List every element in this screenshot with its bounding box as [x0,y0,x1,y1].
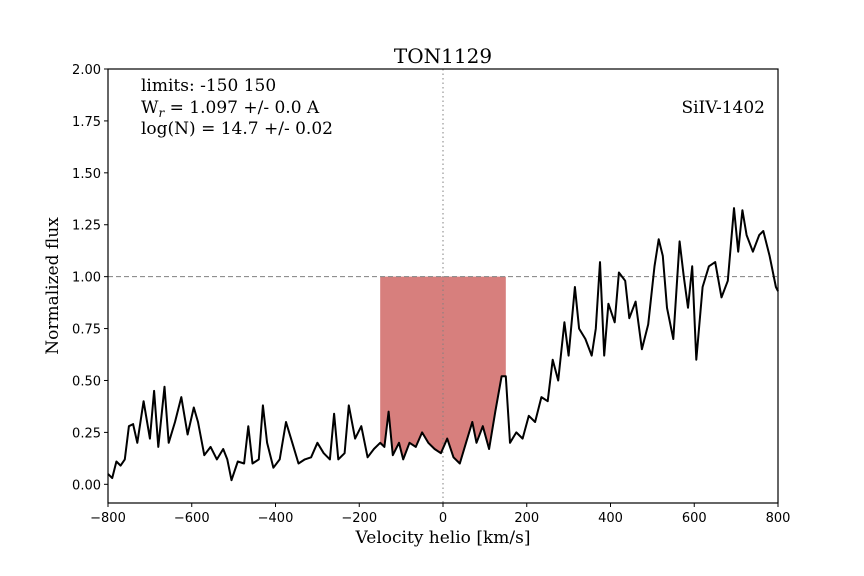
y-tick-label: 0.75 [72,323,101,338]
y-tick-label: 1.00 [72,271,101,286]
y-tick-label: 0.50 [72,374,101,389]
annotation: limits: -150 150 [141,76,276,96]
x-tick-label: 0 [439,511,447,526]
annotation-part: = 1.097 +/- 0.0 A [164,98,320,118]
spectrum-line [107,207,779,482]
annotation: Wr = 1.097 +/- 0.0 A [141,98,320,120]
x-tick-label: 400 [598,511,623,526]
x-tick-label: 200 [514,511,539,526]
y-tick-label: 0.00 [72,478,101,493]
y-tick-label: 1.75 [72,115,101,130]
x-tick-label: −800 [90,511,126,526]
absorption-region [380,276,506,464]
x-tick-label: −400 [258,511,294,526]
x-tick-label: 600 [682,511,707,526]
chart-title: TON1129 [394,44,492,68]
y-axis-label: Normalized flux [43,217,63,355]
annotation: log(N) = 14.7 +/- 0.02 [141,119,333,139]
x-tick-label: −200 [341,511,377,526]
y-tick-label: 2.00 [72,63,101,78]
y-tick-label: 0.25 [72,426,101,441]
y-tick-label: 1.25 [72,219,101,234]
y-tick-label: 1.50 [72,167,101,182]
x-tick-label: 800 [766,511,791,526]
x-tick-label: −600 [174,511,210,526]
x-axis-label: Velocity helio [km/s] [355,528,531,548]
annotation-part: W [141,98,159,118]
ion-label: SiIV-1402 [681,98,765,118]
annotation-sub: r [158,106,165,120]
